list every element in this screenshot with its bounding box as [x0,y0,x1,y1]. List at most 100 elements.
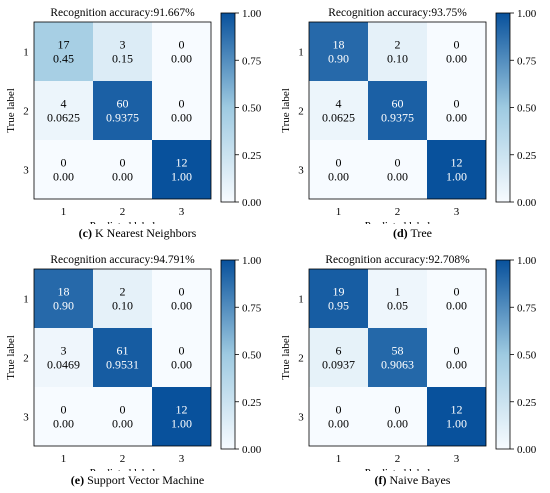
y-axis-label: True label [5,88,17,133]
heatmap-cell [34,140,93,199]
cell-count: 12 [176,403,188,417]
cell-count: 0 [336,156,342,170]
confusion-panel-f: Recognition accuracy:92.708% 19 0.95 1 0.05 0… [275,247,550,493]
cell-ratio: 0.45 [53,52,74,66]
x-tick-label: 1 [61,206,67,218]
cell-count: 3 [120,38,126,52]
cell-ratio: 0.90 [328,52,349,66]
cell-ratio: 0.00 [112,417,133,431]
cell-ratio: 0.00 [446,358,467,372]
heatmap-cell [34,22,93,81]
cell-ratio: 0.9375 [106,111,139,125]
chart-title: Recognition accuracy:94.791% [50,254,195,266]
colorbar-tick-label: 0.75 [517,302,537,314]
cell-count: 12 [451,156,463,170]
y-tick-label: 2 [23,353,29,365]
colorbar-tick-label: 0.00 [242,444,262,456]
heatmap-frame [308,21,487,200]
colorbar-tick-label: 0.50 [517,350,537,362]
y-tick-label: 2 [298,106,304,118]
colorbar [220,259,236,450]
x-tick-label: 2 [120,453,126,465]
colorbar-tick-label: 0.25 [242,150,262,162]
cell-count: 0 [454,97,460,111]
x-tick-label: 3 [454,206,460,218]
cell-ratio: 0.95 [328,299,349,313]
cell-count: 0 [120,156,126,170]
cell-ratio: 0.9375 [381,111,414,125]
caption-text: Tree [410,226,433,240]
x-tick-label: 1 [61,453,67,465]
cell-ratio: 0.00 [328,170,349,184]
chart-title: Recognition accuracy:93.75% [328,7,467,19]
cell-ratio: 1.00 [446,417,467,431]
heatmap-cell [368,269,427,328]
x-axis-label: Predicted label [365,220,431,224]
cell-count: 58 [392,344,404,358]
heatmap-cell [93,22,152,81]
cell-count: 0 [179,344,185,358]
cell-ratio: 0.00 [171,358,192,372]
figure-caption: (f) Naive Bayes [275,473,550,488]
cell-ratio: 0.15 [112,52,133,66]
y-tick-label: 1 [298,294,304,306]
heatmap-cell [34,81,93,140]
y-tick-label: 3 [23,412,29,424]
heatmap-frame [33,268,212,447]
cell-ratio: 0.00 [446,299,467,313]
heatmap-chart: Recognition accuracy:94.791% 180.90 2 0.10 0… [5,254,262,471]
cell-ratio: 0.05 [387,299,408,313]
heatmap-cell [427,387,486,446]
cell-count: 17 [58,38,70,52]
cell-count: 12 [176,156,188,170]
cell-count: 0 [179,97,185,111]
caption-letter: (d) [392,226,408,240]
x-tick-label: 2 [120,206,126,218]
chart-title: Recognition accuracy:91.667% [50,7,195,19]
heatmap-chart: Recognition accuracy:93.75%180.9020.1000… [280,7,537,224]
caption-text: Support Vector Machine [87,473,205,487]
cell-ratio: 1.00 [171,417,192,431]
heatmap-cell [93,328,152,387]
y-axis-label: True label [280,335,292,380]
cell-count: 0 [61,403,67,417]
cell-ratio: 0.0625 [322,111,355,125]
colorbar-tick-label: 0.25 [517,150,537,162]
cell-ratio: 0.0625 [47,111,80,125]
cell-ratio: 1.00 [171,170,192,184]
heatmap-cell [309,81,368,140]
cell-count: 4 [61,97,67,111]
heatmap-cell [152,22,211,81]
caption-letter: (e) [70,473,85,487]
confusion-panel-e: Recognition accuracy:94.791% 18 0.90 2 0.10 0… [0,247,275,493]
heatmap-cell [152,81,211,140]
colorbar-tick-label: 0.75 [242,55,262,67]
cell-ratio: 0.00 [53,417,74,431]
y-tick-label: 2 [298,353,304,365]
cell-ratio: 0.0937 [322,358,355,372]
colorbar-tick-label: 0.00 [517,444,537,456]
y-axis-label: True label [280,88,292,133]
cell-ratio: 0.00 [446,111,467,125]
heatmap-chart: Recognition accuracy:91.667% 170.45 30.15 0… [5,7,262,224]
heatmap-cell [368,387,427,446]
cell-count: 0 [454,285,460,299]
cell-count: 0 [454,38,460,52]
heatmap-cell [427,81,486,140]
colorbar-tick-label: 0.25 [242,397,262,409]
cell-ratio: 0.90 [53,299,74,313]
colorbar-tick-label: 0.75 [517,55,537,67]
cell-count: 60 [117,97,129,111]
colorbar-tick-label: 0.75 [242,302,262,314]
cell-count: 12 [451,403,463,417]
caption-letter: (f) [374,473,387,487]
heatmap-cell [427,22,486,81]
cell-ratio: 0.00 [171,111,192,125]
cell-count: 0 [395,156,401,170]
cell-count: 18 [58,285,70,299]
cell-ratio: 0.10 [112,299,133,313]
x-tick-label: 1 [336,453,342,465]
heatmap-cell [309,140,368,199]
heatmap-cell [309,328,368,387]
cell-count: 0 [395,403,401,417]
